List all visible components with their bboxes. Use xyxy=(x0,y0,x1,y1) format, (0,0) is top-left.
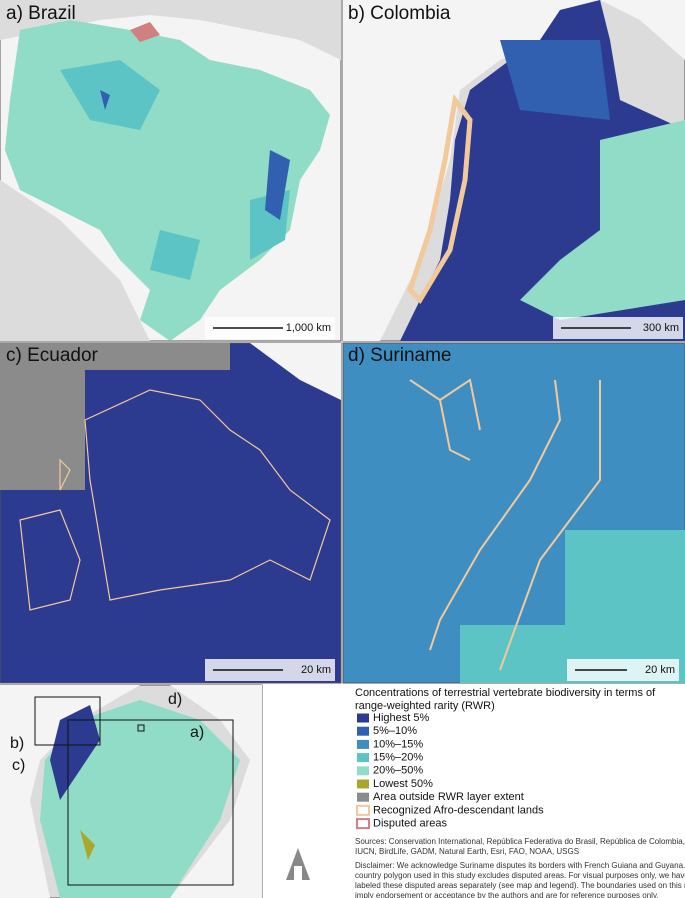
legend-title: range-weighted rarity (RWR) xyxy=(355,700,495,712)
legend-label: Highest 5% xyxy=(373,712,429,724)
panel-label: d) Suriname xyxy=(348,345,452,366)
panel-label: b) Colombia xyxy=(348,3,451,24)
ocean xyxy=(600,0,685,60)
afro-descendant-lands xyxy=(19,389,331,611)
legend-label: 10%–15% xyxy=(373,738,423,750)
panel-label: c) Ecuador xyxy=(6,345,99,366)
legend-swatch xyxy=(357,739,369,749)
legend-swatch xyxy=(357,713,369,723)
country-area xyxy=(50,705,100,800)
land xyxy=(0,0,341,60)
outside-extent xyxy=(0,343,230,490)
panel-colombia: b) Colombia xyxy=(342,0,685,342)
panel-label: a) Brazil xyxy=(6,3,76,24)
disclaimer: country polygon used in this study exclu… xyxy=(355,871,685,880)
panel-ecuador: c) Ecuador xyxy=(0,342,342,684)
extent-box xyxy=(137,724,145,732)
disclaimer: Disclaimer: We acknowledge Suriname disp… xyxy=(355,861,685,870)
notes: Sources: Conservation International, Rep… xyxy=(355,837,685,898)
panel-brazil: a) Brazil xyxy=(0,0,342,342)
inset-label: d) xyxy=(168,691,182,708)
scale-label: 300 km xyxy=(643,322,679,334)
legend-swatch xyxy=(357,766,369,776)
legend-swatch xyxy=(357,753,369,763)
scale-label: 20 km xyxy=(301,664,331,676)
north-arrow-shape xyxy=(286,848,310,880)
ocean xyxy=(170,685,262,898)
legend-swatch xyxy=(357,792,369,802)
inset-label: c) xyxy=(12,757,25,774)
legend-label: Area outside RWR layer extent xyxy=(373,791,524,803)
inset-label: b) xyxy=(10,735,24,752)
scale-bars: 1,000 km 300 km 20 km 20 km xyxy=(205,317,683,681)
legend-label: 15%–20% xyxy=(373,752,423,764)
afro-descendant-lands xyxy=(407,93,473,305)
country-area xyxy=(500,40,610,120)
inset-map: d) a) b) c) xyxy=(0,684,263,898)
country-area xyxy=(60,60,290,280)
north-arrow xyxy=(286,848,310,880)
sources: Sources: Conservation International, Rep… xyxy=(355,837,685,846)
legend-swatch xyxy=(357,779,369,789)
legend-label: 20%–50% xyxy=(373,765,423,777)
legend-swatch xyxy=(357,726,369,736)
ocean xyxy=(343,0,600,341)
country-area xyxy=(100,90,290,220)
legend-title: Concentrations of terrestrial vertebrate… xyxy=(355,687,656,699)
land xyxy=(0,180,150,341)
scale-label: 20 km xyxy=(645,664,675,676)
disclaimer: labeled these disputed areas separately … xyxy=(355,881,685,890)
legend-label: Recognized Afro-descendant lands xyxy=(373,804,544,816)
panel-suriname: d) Suriname xyxy=(342,342,685,684)
legend-label: Lowest 50% xyxy=(373,778,433,790)
legend-swatch xyxy=(356,804,370,816)
extent-box xyxy=(67,719,234,886)
disputed-area xyxy=(130,22,160,42)
sources: IUCN, BirdLife, GADM, Natural Earth, Esr… xyxy=(355,847,579,856)
legend: Concentrations of terrestrial vertebrate… xyxy=(355,687,656,830)
ocean xyxy=(250,343,341,400)
legend-label: Disputed areas xyxy=(373,818,447,830)
inset-label: a) xyxy=(190,724,204,741)
country-area xyxy=(460,530,685,683)
disclaimer: imply endorsement or acceptance by the a… xyxy=(355,891,659,898)
scale-label: 1,000 km xyxy=(286,322,331,334)
country-area xyxy=(520,120,685,320)
legend-swatch xyxy=(356,818,370,830)
country-area xyxy=(80,830,95,860)
afro-descendant-lands xyxy=(409,378,601,671)
legend-label: 5%–10% xyxy=(373,725,417,737)
